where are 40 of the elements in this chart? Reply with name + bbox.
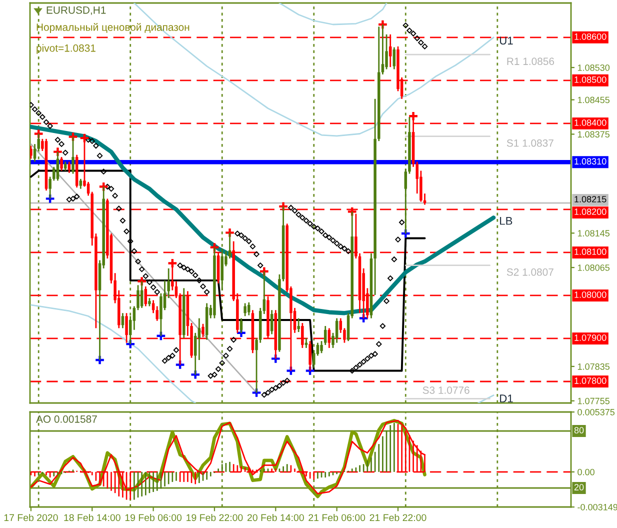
annotation: pivot=1.0831 [36,44,96,54]
ref-line-label: 1.07800 [574,378,606,384]
x-tick-label: 17 Feb 2020 [4,514,58,522]
ref-line-label: 80 [574,427,584,434]
y-tick-label: 1.08455 [578,96,610,104]
series-label: D1 [500,394,513,402]
x-tick-label: 18 Feb 14:00 [64,514,120,522]
ref-line-label: 1.08215 [574,196,606,202]
y-tick-label: -0.003149 [578,504,617,510]
annotation: Нормальный ценовой диапазон [36,23,190,33]
x-tick-label: 21 Feb 06:00 [308,514,366,522]
annotation: S2 1.0807 [506,268,554,276]
y-tick-label: 1.08065 [578,264,610,271]
y-tick-label: 1.07755 [578,398,610,404]
x-tick-label: 20 Feb 14:00 [247,514,304,522]
y-tick-label: 1.08375 [578,131,610,138]
chart-title: AO 0.001587 [36,415,97,423]
y-tick-label: 1.07835 [578,363,610,370]
x-tick-label: 19 Feb 22:00 [186,514,243,522]
annotation: S3 1.0776 [422,386,470,394]
y-tick-label: 1.08530 [578,64,610,71]
ref-line-label: 1.07900 [574,334,606,341]
y-tick-label: 0.00 [578,468,594,476]
chart-title: EURUSD,H1 [46,6,106,16]
ref-line-label: 1.08600 [574,33,606,40]
ref-line-label: 1.08100 [574,248,606,255]
ref-line-label: 1.08500 [574,76,606,83]
annotation: S1 1.0837 [506,139,554,147]
y-tick-label: 0.005375 [578,408,615,416]
ref-line-label: 20 [574,484,584,490]
ref-line-label: 1.08400 [574,119,606,126]
ref-line-label: 1.08000 [574,292,606,298]
series-label: LB [500,217,512,225]
series-label: U1 [500,36,513,45]
ref-line-label: 1.08310 [574,158,606,165]
y-tick-label: 1.08145 [578,230,610,236]
x-tick-label: 19 Feb 06:00 [125,514,182,522]
x-tick-label: 21 Feb 22:00 [370,514,426,522]
ref-line-label: 1.08200 [574,208,606,215]
annotation: R1 1.0856 [507,58,554,66]
